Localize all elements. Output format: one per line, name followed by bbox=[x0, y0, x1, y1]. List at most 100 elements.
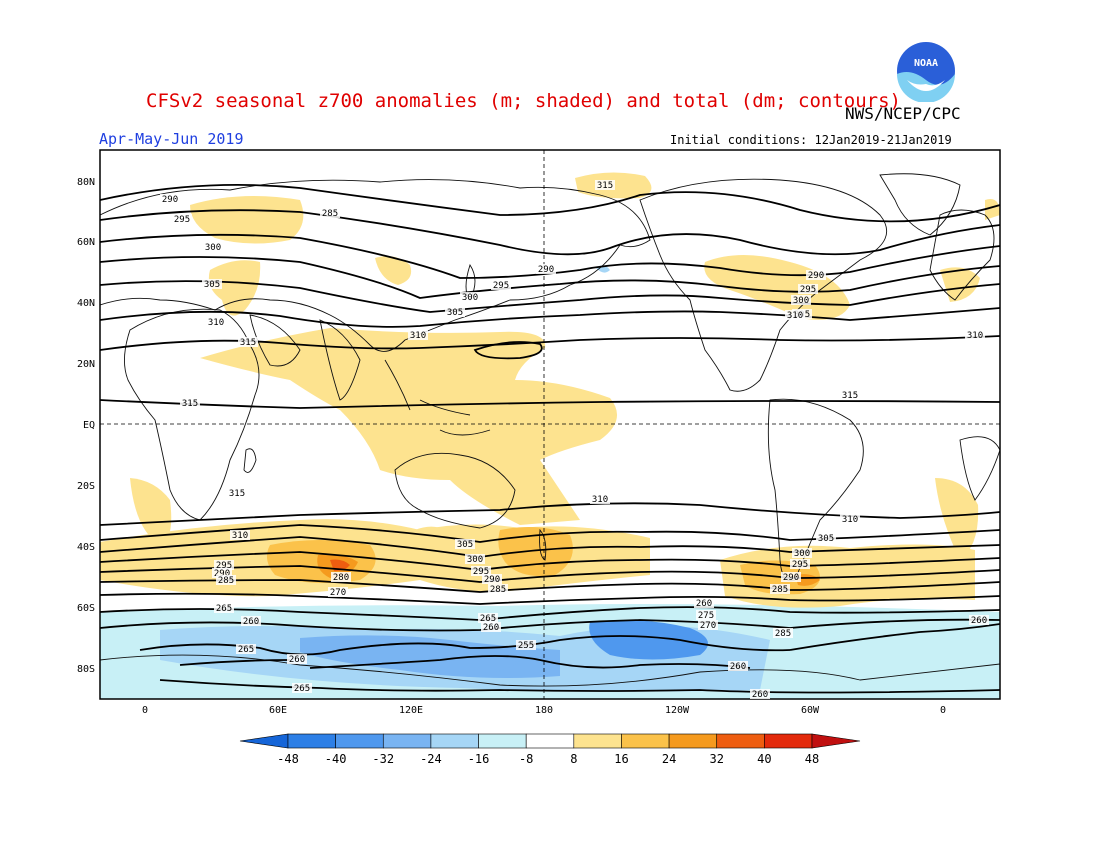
contour-label-background bbox=[785, 310, 805, 320]
lat-label: 40S bbox=[77, 542, 95, 553]
contour-label-south: 270 bbox=[700, 621, 716, 631]
colorbar-swatch bbox=[573, 733, 622, 749]
noaa-logo-text: NOAA bbox=[914, 58, 938, 69]
contour-label-background bbox=[230, 530, 250, 540]
contour-label-background bbox=[590, 494, 610, 504]
contour-label-south: 270 bbox=[330, 588, 346, 598]
contour-label-background bbox=[491, 280, 511, 290]
contour-label-south: 300 bbox=[467, 555, 483, 565]
contour-label-background bbox=[214, 560, 234, 570]
colorbar-label: 8 bbox=[570, 752, 577, 766]
contour-label-background bbox=[331, 572, 351, 582]
contour-label-background bbox=[965, 330, 985, 340]
contour-label-background bbox=[790, 559, 810, 569]
contour-label-north: 290 bbox=[162, 195, 178, 205]
contour-label-background bbox=[320, 208, 340, 218]
contour-label-background bbox=[482, 574, 502, 584]
contour-label-background bbox=[781, 572, 801, 582]
colorbar-label: -8 bbox=[519, 752, 533, 766]
colorbar bbox=[239, 733, 861, 749]
contour-label-south: 295 bbox=[216, 561, 232, 571]
contour-label-background bbox=[471, 566, 491, 576]
reference-lines bbox=[100, 150, 1000, 699]
contour-label-south: 260 bbox=[752, 690, 768, 700]
contour-label-north: 315 bbox=[597, 181, 613, 191]
chart-title: CFSv2 seasonal z700 anomalies (m; shaded… bbox=[146, 90, 901, 112]
colorbar-swatch bbox=[478, 733, 527, 749]
longitude-labels: 0 60E 120E 180 120W 60W 0 bbox=[142, 705, 946, 716]
northern-positive-anomaly-1 bbox=[190, 196, 304, 244]
colorbar-label: -16 bbox=[468, 752, 490, 766]
contour-label-background bbox=[455, 539, 475, 549]
contour-label-background bbox=[750, 689, 770, 699]
lon-label: 0 bbox=[940, 705, 946, 716]
lat-label: 20N bbox=[77, 359, 95, 370]
contour-label-north: 285 bbox=[322, 209, 338, 219]
colorbar-arrow-high bbox=[811, 733, 861, 749]
contour-label-background bbox=[773, 628, 793, 638]
contour-label-north: 315 bbox=[182, 399, 198, 409]
contour-label-background bbox=[840, 514, 860, 524]
season-label: Apr-May-Jun 2019 bbox=[99, 130, 244, 148]
contour-label-north: 300 bbox=[205, 243, 221, 253]
contour-label-south: 290 bbox=[214, 569, 230, 579]
colorbar-labels: -48 -40 -32 -24 -16 -8 8 16 24 32 40 48 bbox=[277, 752, 819, 766]
lon-label: 60W bbox=[801, 705, 820, 716]
contour-label-background bbox=[696, 610, 716, 620]
contour-label-background bbox=[840, 390, 860, 400]
lat-label: 40N bbox=[77, 298, 95, 309]
contour-label-background bbox=[328, 587, 348, 597]
lon-label: 60E bbox=[269, 705, 287, 716]
lon-label: 0 bbox=[142, 705, 148, 716]
contour-label-background bbox=[203, 242, 223, 252]
lat-label: 80N bbox=[77, 177, 95, 188]
contour-label-north: 290 bbox=[538, 265, 554, 275]
contour-label-background bbox=[798, 284, 818, 294]
colorbar-swatch bbox=[716, 733, 765, 749]
colorbar-label: 48 bbox=[805, 752, 819, 766]
contour-label-south: 285 bbox=[775, 629, 791, 639]
contour-label-south: 260 bbox=[289, 655, 305, 665]
contour-label-south: 310 bbox=[592, 495, 608, 505]
negative-anomaly-core bbox=[589, 620, 708, 660]
contour-label-background bbox=[212, 568, 232, 578]
contour-label-background bbox=[227, 488, 247, 498]
initial-conditions-label: Initial conditions: 12Jan2019-21Jan2019 bbox=[670, 133, 952, 147]
contour-label-south: 275 bbox=[698, 611, 714, 621]
contour-label-north: 300 bbox=[462, 293, 478, 303]
contour-label-background bbox=[465, 554, 485, 564]
noaa-logo: NOAA bbox=[897, 42, 955, 102]
contour-label-north: 290 bbox=[808, 271, 824, 281]
lat-label: 20S bbox=[77, 481, 95, 492]
colorbar-swatch bbox=[525, 733, 575, 749]
contour-label-south: 260 bbox=[243, 617, 259, 627]
contour-label-south: 265 bbox=[294, 684, 310, 694]
contour-label-background bbox=[292, 683, 312, 693]
contour-label-north: 295 bbox=[800, 285, 816, 295]
contour-label-north: 315 bbox=[240, 338, 256, 348]
agency-label: NWS/NCEP/CPC bbox=[845, 104, 961, 123]
contour-label-background bbox=[816, 533, 836, 543]
contour-label-south: 285 bbox=[772, 585, 788, 595]
contour-label-background bbox=[481, 622, 501, 632]
contour-label-south: 265 bbox=[238, 645, 254, 655]
contour-label-background bbox=[770, 584, 790, 594]
contour-label-background bbox=[806, 270, 826, 280]
colorbar-swatch bbox=[430, 733, 479, 749]
colorbar-swatch bbox=[764, 733, 813, 749]
contour-label-south: 285 bbox=[490, 585, 506, 595]
contour-label-south: 310 bbox=[842, 515, 858, 525]
contour-label-south: 315 bbox=[842, 391, 858, 401]
contour-label-background bbox=[180, 398, 200, 408]
contour-label-background bbox=[698, 620, 718, 630]
contour-label-south: 310 bbox=[232, 531, 248, 541]
colorbar-swatch bbox=[621, 733, 670, 749]
contour-label-south: 305 bbox=[457, 540, 473, 550]
contour-label-background bbox=[694, 598, 714, 608]
contour-label-background bbox=[236, 644, 256, 654]
contour-label-background bbox=[969, 615, 989, 625]
contour-label-north: 295 bbox=[174, 215, 190, 225]
colorbar-swatch bbox=[668, 733, 718, 749]
contour-label-north: 310 bbox=[208, 318, 224, 328]
